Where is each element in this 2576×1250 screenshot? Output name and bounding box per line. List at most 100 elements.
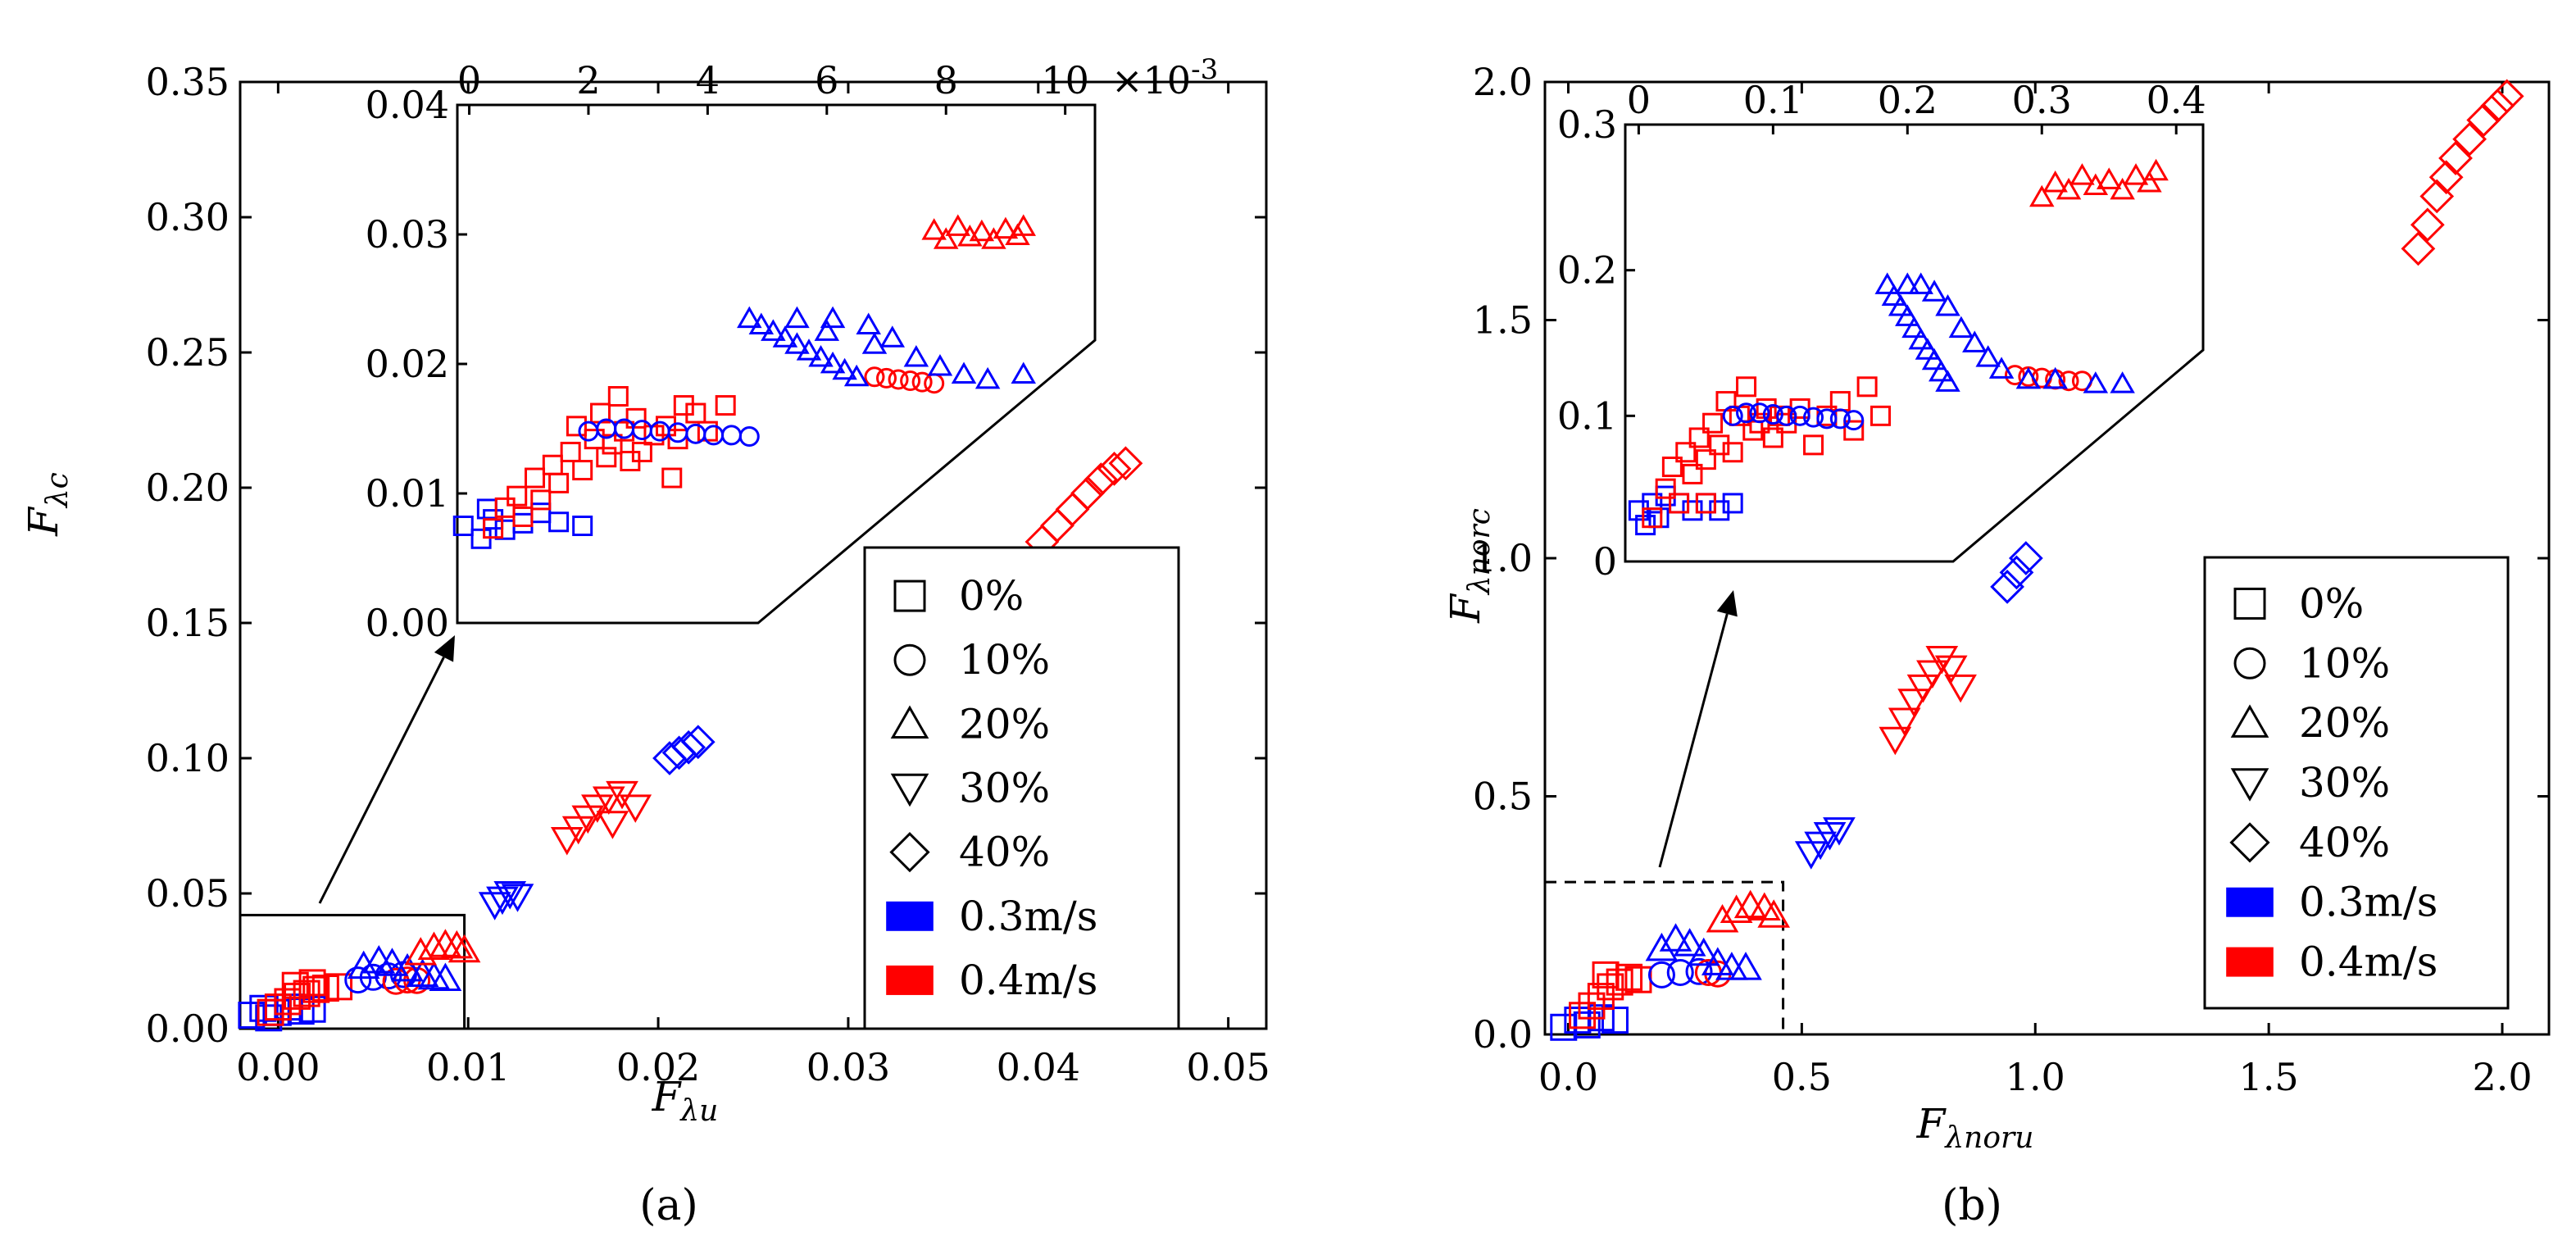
data-point [1701, 947, 1734, 975]
data-point [1084, 462, 1119, 497]
inset-data-point [560, 441, 581, 462]
inset-data-point [772, 325, 798, 348]
inset-data-point [2015, 366, 2042, 389]
legend-marker [890, 773, 929, 807]
legend-label: 30% [2299, 759, 2390, 807]
inset-x-tick-label: 8 [934, 58, 958, 102]
data-point [274, 988, 302, 1016]
inset-data-point [975, 366, 1001, 389]
data-point [344, 966, 372, 994]
zoom-region-box [239, 913, 466, 1030]
inset-data-point [542, 454, 563, 475]
inset-data-point [596, 418, 617, 439]
data-point [391, 952, 424, 982]
data-point [1097, 452, 1132, 486]
inset-data-point [737, 306, 762, 329]
y-tick-label: 0.20 [146, 466, 229, 510]
inset-y-tick-label: 0.00 [366, 601, 449, 645]
data-point [440, 930, 474, 959]
data-point [347, 950, 380, 980]
inset-data-point [1908, 327, 1933, 350]
inset-data-point [738, 425, 760, 447]
series-40pct-0.4m/s [1024, 446, 1143, 559]
series-30pct-0.4m/s [1879, 646, 1977, 756]
legend-swatch [886, 901, 934, 931]
x-tick-label: 0.5 [1772, 1055, 1832, 1099]
inset-x-tick-label: 4 [696, 58, 720, 102]
legend-label: 10% [2299, 639, 2390, 687]
inset-data-point [566, 416, 587, 437]
x-tick-label: 0.04 [997, 1045, 1080, 1089]
inset-data-point [572, 460, 593, 481]
inset-data-point [1688, 427, 1710, 448]
inset-data-point [808, 344, 834, 367]
inset-data-point [685, 402, 706, 424]
x-axis-title-sub: λnoru [1943, 1121, 2033, 1155]
inset-series-10pct-0.3m/s [578, 418, 760, 447]
inset-data-point [1935, 370, 1960, 392]
inset-data-point [649, 420, 670, 442]
data-point [2438, 141, 2473, 175]
inset-series-20pct-0.4m/s [2029, 158, 2169, 207]
panel-b: 0.0 0.5 1.0 1.5 2.0 0.0 0.5 1.0 1.5 2.0 Fλnoru Fλno… [1442, 60, 2551, 1230]
inset-data-point [969, 219, 995, 242]
inset-data-point [1921, 280, 1947, 302]
data-point [1666, 958, 1694, 986]
data-point [1108, 446, 1143, 481]
inset-data-point [715, 395, 736, 416]
y-tick-label: 0.5 [1473, 775, 1533, 819]
inset-data-point [1901, 316, 1927, 339]
y-axis-title-sub: λnorc [1463, 508, 1497, 596]
zoom-arrow-line [318, 657, 445, 904]
data-point [2466, 102, 2501, 138]
inset-data-point [900, 370, 921, 392]
inset-data-point [673, 395, 694, 416]
legend-label: 20% [959, 700, 1050, 748]
x-tick-label: 1.0 [2006, 1055, 2065, 1099]
inset-data-point [1682, 500, 1703, 521]
legend-marker [2230, 768, 2269, 802]
inset-data-point [2056, 177, 2082, 200]
data-point [257, 998, 284, 1026]
panel-a: 0.00 0.01 0.02 0.03 0.04 0.05 0.00 0.05 0.10 0.15… [20, 53, 1270, 1230]
data-point [429, 929, 462, 957]
inset-x-tick-label: 6 [815, 58, 838, 102]
inset-data-point [1856, 376, 1878, 398]
inset-y-tick-label: 0.01 [366, 471, 449, 516]
inset-data-point [861, 332, 888, 354]
inset-data-point [1762, 427, 1783, 448]
data-point [281, 971, 309, 999]
y-tick-label: 2.0 [1473, 60, 1533, 104]
zoom-arrow-head [434, 635, 455, 662]
data-point [1897, 689, 1930, 717]
data-point [1823, 817, 1856, 846]
inset-data-point [761, 319, 786, 341]
legend-label: 0.3m/s [2299, 879, 2437, 926]
inset-data-point [1935, 293, 1960, 316]
inset-data-point [1709, 500, 1730, 521]
data-point [302, 975, 330, 1003]
data-point [1569, 1002, 1597, 1030]
data-point [1659, 923, 1692, 952]
data-point [255, 1004, 283, 1032]
inset-data-point [843, 364, 870, 387]
inset-frame [456, 103, 1097, 625]
data-point [1564, 1007, 1592, 1034]
inset-data-point [1803, 434, 1824, 456]
data-point [1687, 937, 1720, 966]
data-point [1990, 569, 2024, 604]
legend-label: 40% [959, 829, 1050, 876]
data-point [1906, 674, 1940, 703]
inset-data-point [1895, 272, 1920, 294]
inset-x-tick-label: 0.1 [1743, 78, 1803, 122]
inset-data-point [1642, 507, 1663, 529]
x-tick-label: 0.01 [426, 1045, 510, 1089]
data-point [1615, 963, 1643, 991]
inset-x-tick-label: 0 [457, 58, 481, 102]
data-point [1592, 961, 1620, 989]
y-axis-title: Fλnorc [1442, 508, 1497, 624]
inset-data-point [2110, 177, 2135, 200]
inset-data-point [1881, 284, 1907, 307]
data-point [1879, 726, 1912, 756]
zoom-region-box [1543, 880, 1785, 1036]
